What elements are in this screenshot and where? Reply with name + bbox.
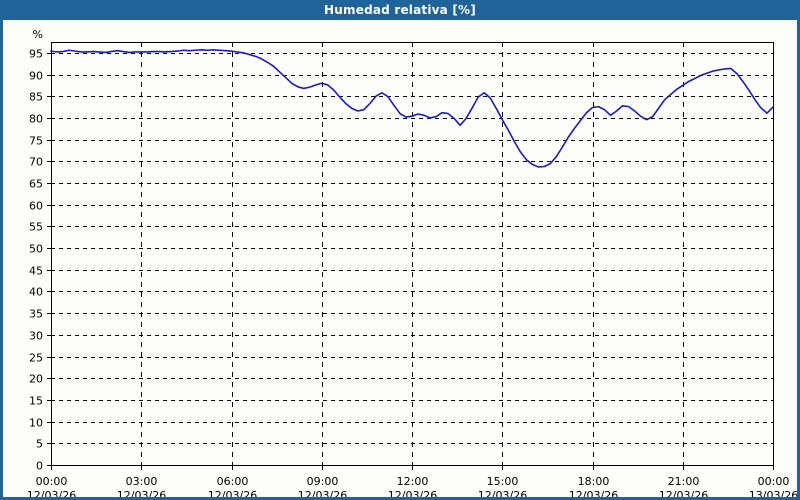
x-tick-time: 00:00 [758,475,790,488]
y-tick-label: 75 [29,135,43,148]
x-tick-date: 13/03/26 [749,489,797,497]
humidity-line-chart: 0 5 10 15 20 25 30 35 40 45 50 55 60 65 70 75 80 85 90 95 0… [3,20,797,497]
y-tick-label: 45 [29,265,43,278]
chart-background [3,20,797,497]
y-tick-label: 85 [29,91,43,104]
x-tick-date: 12/03/26 [117,489,166,497]
x-tick-time: 21:00 [668,475,700,488]
x-tick-date: 12/03/26 [27,489,76,497]
y-tick-label: 20 [29,373,43,386]
x-tick-time: 18:00 [578,475,610,488]
y-axis-ticks [47,53,51,466]
plot-area-container: 0 5 10 15 20 25 30 35 40 45 50 55 60 65 70 75 80 85 90 95 0… [3,20,797,497]
y-tick-label: 30 [29,330,43,343]
y-tick-label: 55 [29,221,43,234]
x-tick-time: 03:00 [126,475,158,488]
x-tick-date: 12/03/26 [478,489,527,497]
y-tick-label: 90 [29,70,43,83]
y-tick-label: 60 [29,200,43,213]
y-tick-label: 70 [29,156,43,169]
y-tick-label: 10 [29,417,43,430]
x-tick-date: 12/03/26 [569,489,618,497]
y-axis-unit-label: % [33,28,43,41]
series-line-humedad-relativa [50,49,774,168]
data-series-group [50,49,774,168]
axis-lines [50,41,775,467]
x-tick-date: 12/03/26 [388,489,437,497]
y-tick-label: 35 [29,308,43,321]
window-title: Humedad relativa [%] [324,3,476,17]
y-tick-label: 80 [29,113,43,126]
y-tick-label: 15 [29,395,43,408]
y-tick-label: 40 [29,286,43,299]
y-tick-label: 25 [29,352,43,365]
x-tick-time: 12:00 [397,475,429,488]
y-tick-label: 50 [29,243,43,256]
x-tick-time: 09:00 [307,475,339,488]
vertical-grid-lines [141,42,684,465]
y-tick-label: 5 [36,438,43,451]
x-tick-date: 12/03/26 [208,489,257,497]
y-axis-labels: 0 5 10 15 20 25 30 35 40 45 50 55 60 65 70 75 80 85 90 95 [29,48,43,473]
x-tick-time: 00:00 [36,475,68,488]
y-tick-label: 65 [29,178,43,191]
y-tick-label: 95 [29,48,43,61]
x-axis-labels: 00:0012/03/2603:0012/03/2606:0012/03/260… [27,475,797,497]
x-tick-date: 12/03/26 [659,489,708,497]
window-title-bar: Humedad relativa [%] [0,0,800,20]
x-tick-time: 06:00 [217,475,249,488]
y-tick-label: 0 [36,460,43,473]
x-tick-date: 12/03/26 [298,489,347,497]
x-tick-time: 15:00 [487,475,519,488]
